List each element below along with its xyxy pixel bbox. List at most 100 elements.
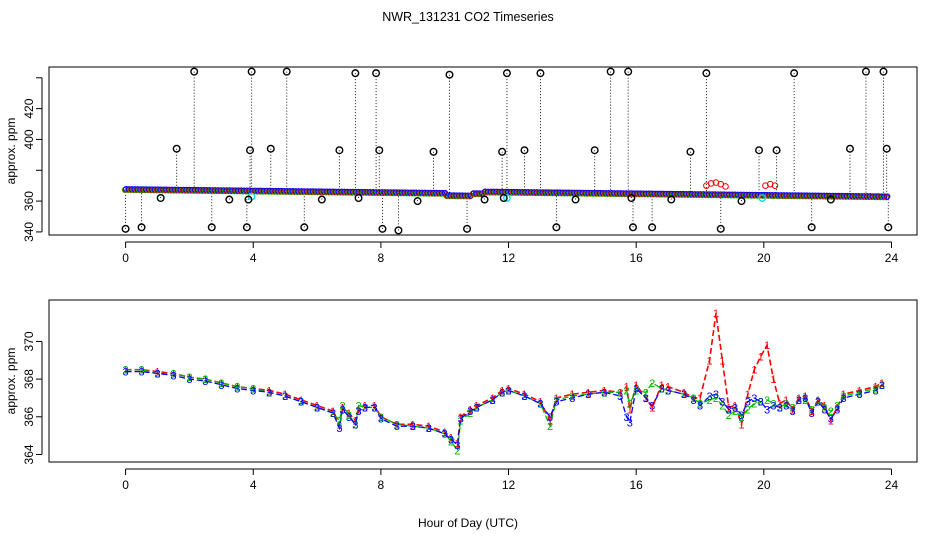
series-3-marker: 3: [601, 387, 607, 399]
top-y-tick-label: 340: [22, 222, 36, 242]
series-2-marker: 2: [314, 402, 320, 414]
bottom-panel-frame: [48, 299, 918, 463]
series-3-marker: 3: [362, 402, 368, 414]
top-flagged-point: [627, 194, 636, 203]
series-2-marker: 2: [617, 387, 623, 399]
series-3-marker: 3: [355, 406, 361, 418]
top-flagged-point: [772, 146, 781, 155]
top-flagged-point: [755, 146, 764, 155]
series-1-marker: 1: [713, 308, 719, 320]
series-1-marker: 1: [340, 402, 346, 414]
series-1-marker: 1: [601, 385, 607, 397]
series-2-marker: 2: [745, 404, 751, 416]
top-flagged-point: [207, 223, 216, 232]
series-1-marker: 1: [537, 397, 543, 409]
top-flagged-point: [137, 223, 146, 232]
series-3-marker: 3: [777, 402, 783, 414]
chart-title: NWR_131231 CO2 Timeseries: [382, 10, 554, 24]
series-3-marker: 3: [352, 419, 358, 431]
series-1-marker: 1: [234, 382, 240, 394]
series-1-marker: 1: [815, 395, 821, 407]
series-3-marker: 3: [340, 404, 346, 416]
series-2-marker: 2: [802, 395, 808, 407]
series-2-marker: 2: [796, 395, 802, 407]
top-series3-point: [884, 193, 891, 200]
series-3-marker: 3: [186, 374, 192, 386]
series-3-marker: 3: [234, 384, 240, 396]
series-3-marker: 3: [815, 397, 821, 409]
series-3-marker: 3: [828, 414, 834, 426]
series-3-marker: 3: [665, 385, 671, 397]
series-1-marker: 1: [454, 438, 460, 450]
series-2-marker: 2: [601, 387, 607, 399]
top-flagged-point: [480, 195, 489, 204]
top-flagged-point: [242, 223, 251, 232]
bottom-y-tick-label: 364: [22, 444, 36, 464]
series-1-marker: 1: [547, 416, 553, 428]
bottom-y-tick-label: 366: [22, 406, 36, 426]
series-2-marker: 2: [872, 384, 878, 396]
series-1-marker: 1: [569, 389, 575, 401]
series-3-marker: 3: [758, 397, 764, 409]
series-3-marker: 3: [330, 408, 336, 420]
series-1-marker: 1: [458, 412, 464, 424]
series-2-marker: 2: [355, 400, 361, 412]
bottom-y-axis: 364 366 368 370: [22, 331, 43, 464]
bottom-x-tick-label: 24: [885, 478, 899, 492]
top-flagged-point: [552, 223, 561, 232]
series-1-marker: 1: [123, 365, 129, 377]
series-1-marker: 1: [770, 374, 776, 386]
series-1-marker: 1: [633, 380, 639, 392]
series-3-marker: 3: [796, 395, 802, 407]
top-flagged-point: [190, 67, 199, 76]
series-2-marker: 2: [467, 408, 473, 420]
top-flagged-point: [667, 195, 676, 204]
series-1-marker: 1: [378, 412, 384, 424]
series-3-marker: 3: [879, 380, 885, 392]
top-flagged-point: [716, 224, 725, 233]
series-2-marker: 2: [627, 399, 633, 411]
series-2-marker: 2: [218, 378, 224, 390]
series-1-marker: 1: [505, 384, 511, 396]
series-1-marker: 1: [394, 419, 400, 431]
series-1-marker: 1: [764, 340, 770, 352]
series-1-marker: 1: [170, 368, 176, 380]
series-3-marker: 3: [707, 391, 713, 403]
top-y-tick-label: 420: [22, 98, 36, 118]
top-x-tick-label: 16: [629, 251, 643, 265]
top-flagged-point: [335, 146, 344, 155]
series-2-marker: 2: [777, 402, 783, 414]
series-2-marker: 2: [352, 419, 358, 431]
series-1-marker: 1: [154, 367, 160, 379]
series-1-marker: 1: [553, 393, 559, 405]
series-2-marker: 2: [815, 397, 821, 409]
bottom-x-tick-label: 20: [757, 478, 771, 492]
series-2-marker: 2: [410, 421, 416, 433]
bottom-x-tick-label: 0: [122, 478, 129, 492]
top-flagged-point: [879, 67, 888, 76]
series-2-marker: 2: [234, 382, 240, 394]
series-3-marker: 3: [314, 402, 320, 414]
top-flagged-point: [498, 147, 507, 156]
series-2-marker: 2: [378, 412, 384, 424]
series-1-marker: 1: [627, 404, 633, 416]
series-3-marker: 3: [834, 404, 840, 416]
top-flagged-point: [266, 144, 275, 153]
series-3-marker: 3: [719, 397, 725, 409]
series-2-marker: 2: [154, 368, 160, 380]
series-3-marker: 3: [505, 385, 511, 397]
top-flagged-point: [244, 195, 253, 204]
series-2-marker: 2: [691, 393, 697, 405]
series-2-marker: 2: [713, 393, 719, 405]
series-2-marker: 2: [474, 402, 480, 414]
series-3-marker: 3: [490, 395, 496, 407]
series-2-marker: 2: [585, 389, 591, 401]
bottom-x-axis: 0 4 8 12 16 20 24: [122, 468, 899, 492]
series-2-marker: 2: [649, 378, 655, 390]
top-flagged-point: [861, 67, 870, 76]
series-3-marker: 3: [123, 367, 129, 379]
series-1-marker: 1: [448, 433, 454, 445]
series-1-marker: 1: [783, 395, 789, 407]
x-axis-title: Hour of Day (UTC): [418, 516, 518, 530]
